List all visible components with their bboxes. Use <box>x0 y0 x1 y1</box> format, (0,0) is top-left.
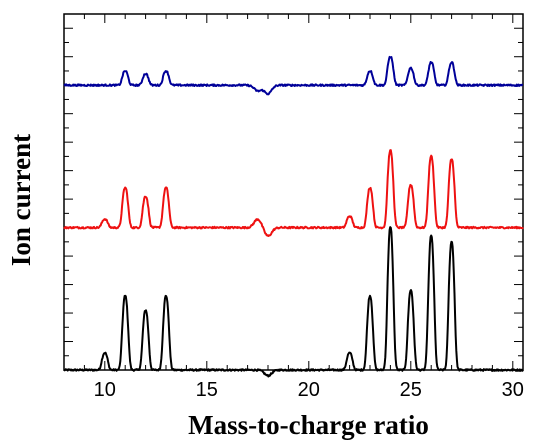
x-tick-labels: 10 15 20 25 30 <box>94 379 524 401</box>
y-axis-label: Ion current <box>6 134 36 266</box>
x-axis-label: Mass-to-charge ratio <box>188 410 429 440</box>
x-tick-label: 30 <box>502 379 524 401</box>
axis-ticks <box>63 13 523 371</box>
series-layer <box>63 55 524 378</box>
series-line-1 <box>63 149 524 237</box>
series-line-2 <box>63 55 524 96</box>
x-tick-label: 25 <box>400 379 422 401</box>
x-tick-label: 10 <box>94 379 116 401</box>
x-tick-label: 15 <box>196 379 218 401</box>
series-line-0 <box>63 226 524 378</box>
x-tick-label: 20 <box>298 379 320 401</box>
